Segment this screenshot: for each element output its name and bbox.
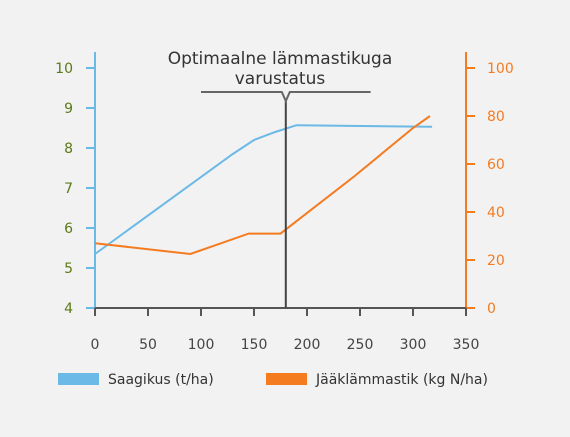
legend-label-saagikus: Saagikus (t/ha) bbox=[108, 372, 214, 388]
axes bbox=[94, 52, 467, 309]
y-right-tick-label: 20 bbox=[487, 253, 505, 269]
x-tick-label: 300 bbox=[400, 337, 427, 353]
y-right-tick-label: 0 bbox=[487, 301, 496, 317]
annotation-label: Optimaalne lämmastikuga bbox=[168, 49, 393, 69]
y-left-tick-label: 7 bbox=[64, 181, 73, 197]
y-right-tick-label: 60 bbox=[487, 157, 505, 173]
legend: Saagikus (t/ha) Jääklämmastik (kg N/ha) bbox=[58, 372, 488, 388]
y-left-tick-label: 9 bbox=[64, 101, 73, 117]
series-line-saagikus bbox=[94, 124, 433, 255]
y-left-tick-label: 8 bbox=[64, 141, 73, 157]
annotation-label: varustatus bbox=[235, 69, 326, 89]
y-right-tick-label: 100 bbox=[487, 61, 514, 77]
y-right-tick-label: 80 bbox=[487, 109, 505, 125]
x-tick-label: 200 bbox=[294, 337, 321, 353]
x-tick-label: 250 bbox=[347, 337, 374, 353]
series bbox=[94, 115, 433, 256]
y-right-tick-label: 40 bbox=[487, 205, 505, 221]
series-line-jaaklammastik bbox=[94, 115, 431, 256]
x-tick-label: 350 bbox=[453, 337, 480, 353]
legend-swatch-jaaklammastik bbox=[266, 373, 307, 385]
x-tick-label: 0 bbox=[91, 337, 100, 353]
x-tick-label: 150 bbox=[241, 337, 268, 353]
x-tick-label: 50 bbox=[139, 337, 157, 353]
y-left-tick-label: 10 bbox=[55, 61, 73, 77]
y-left-tick-label: 5 bbox=[64, 261, 73, 277]
optimum-bracket bbox=[201, 91, 371, 104]
legend-swatch-saagikus bbox=[58, 373, 99, 385]
y-left-tick-label: 4 bbox=[64, 301, 73, 317]
x-tick-label: 100 bbox=[188, 337, 215, 353]
legend-label-jaaklammastik: Jääklämmastik (kg N/ha) bbox=[315, 372, 488, 388]
y-left-tick-label: 6 bbox=[64, 221, 73, 237]
